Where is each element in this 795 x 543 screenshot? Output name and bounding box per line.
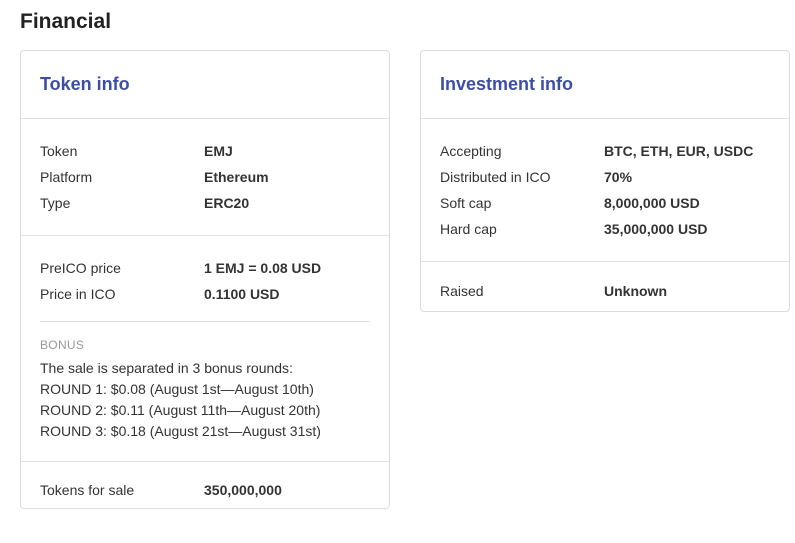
preico-price-label: PreICO price: [40, 260, 121, 276]
ico-price-label: Price in ICO: [40, 286, 116, 302]
accepting-label: Accepting: [440, 143, 502, 159]
token-basic-section: Token EMJ Platform Ethereum Type ERC20: [21, 119, 389, 236]
bonus-title: BONUS: [40, 338, 85, 352]
raised-section: Raised Unknown: [421, 262, 789, 323]
hard-cap-label: Hard cap: [440, 221, 497, 237]
preico-price-row: PreICO price 1 EMJ = 0.08 USD: [40, 255, 370, 281]
tokens-for-sale-label: Tokens for sale: [40, 482, 135, 498]
type-label: Type: [40, 195, 71, 211]
soft-cap-value: 8,000,000 USD: [604, 195, 700, 211]
raised-row: Raised Unknown: [440, 278, 770, 304]
token-info-card: Token info Token EMJ Platform Ethereum T…: [20, 50, 390, 509]
token-label: Token: [40, 143, 78, 159]
tokens-for-sale-row: Tokens for sale 350,000,000: [40, 477, 370, 503]
type-row: Type ERC20: [40, 190, 370, 216]
platform-value: Ethereum: [204, 169, 269, 185]
soft-cap-row: Soft cap 8,000,000 USD: [440, 190, 770, 216]
bonus-section: BONUS The sale is separated in 3 bonus r…: [21, 321, 389, 461]
token-price-section: PreICO price 1 EMJ = 0.08 USD Price in I…: [21, 236, 389, 307]
raised-label: Raised: [440, 283, 484, 299]
type-value: ERC20: [204, 195, 250, 211]
bonus-line: ROUND 3: $0.18 (August 21st—August 31st): [40, 423, 321, 439]
preico-price-value: 1 EMJ = 0.08 USD: [204, 260, 322, 276]
bonus-text: The sale is separated in 3 bonus rounds:…: [40, 358, 370, 461]
distributed-value: 70%: [604, 169, 633, 185]
soft-cap-label: Soft cap: [440, 195, 492, 211]
hard-cap-value: 35,000,000 USD: [604, 221, 708, 237]
token-value: EMJ: [204, 143, 233, 159]
ico-price-row: Price in ICO 0.1100 USD: [40, 281, 370, 307]
bonus-line: ROUND 2: $0.11 (August 11th—August 20th): [40, 402, 321, 418]
token-info-header: Token info: [21, 51, 389, 119]
investment-info-card: Investment info Accepting BTC, ETH, EUR,…: [420, 50, 790, 312]
distributed-label: Distributed in ICO: [440, 169, 551, 185]
accepting-value: BTC, ETH, EUR, USDC: [604, 143, 754, 159]
bonus-line: The sale is separated in 3 bonus rounds:: [40, 360, 293, 376]
raised-value: Unknown: [604, 283, 667, 299]
platform-row: Platform Ethereum: [40, 164, 370, 190]
hard-cap-row: Hard cap 35,000,000 USD: [440, 216, 770, 242]
bonus-divider: [40, 321, 370, 322]
bonus-line: ROUND 1: $0.08 (August 1st—August 10th): [40, 381, 314, 397]
accepting-row: Accepting BTC, ETH, EUR, USDC: [440, 138, 770, 164]
tokens-for-sale-value: 350,000,000: [204, 482, 282, 498]
ico-price-value: 0.1100 USD: [204, 286, 280, 302]
token-info-title: Token info: [40, 74, 130, 94]
investment-info-title: Investment info: [440, 74, 574, 94]
page-title: Financial: [20, 10, 112, 33]
investment-info-header: Investment info: [421, 51, 789, 119]
investment-details-section: Accepting BTC, ETH, EUR, USDC Distribute…: [421, 119, 789, 262]
tokens-for-sale-section: Tokens for sale 350,000,000: [21, 461, 389, 522]
platform-label: Platform: [40, 169, 93, 185]
distributed-row: Distributed in ICO 70%: [440, 164, 770, 190]
token-row: Token EMJ: [40, 138, 370, 164]
